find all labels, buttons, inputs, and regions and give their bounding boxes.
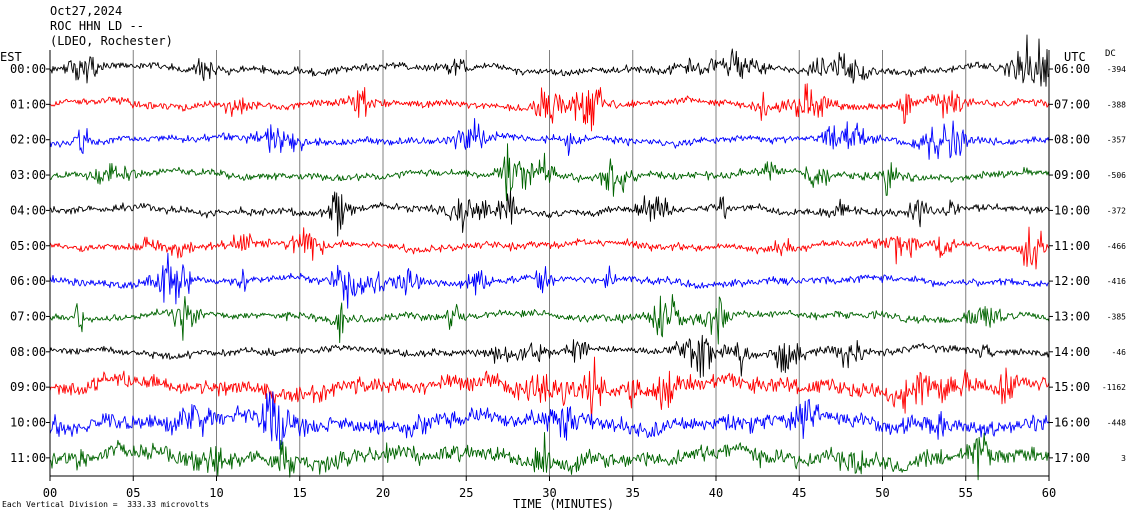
dc-labels: -394 -388 -357 -506 -372 -466 -416 -385 -46 -1162…	[1102, 65, 1126, 463]
est-label: 07:00	[10, 309, 46, 323]
trace-0800	[49, 334, 1050, 378]
dc-value: -357	[1107, 136, 1126, 145]
dc-column-title: DC	[1105, 49, 1116, 59]
utc-label: 11:00	[1054, 239, 1090, 253]
dc-value: -385	[1107, 312, 1126, 321]
trace-1100	[49, 431, 1050, 481]
est-label: 08:00	[10, 345, 46, 359]
x-tick-label: 45	[792, 486, 806, 500]
utc-label: 09:00	[1054, 168, 1090, 182]
utc-label: 12:00	[1054, 274, 1090, 288]
trace-1000	[49, 391, 1050, 450]
x-tick-labels: 00 05 10 15 20 25 30 35 40 45 50 55 60	[43, 476, 1056, 500]
est-label: 02:00	[10, 133, 46, 147]
x-tick-label: 50	[875, 486, 889, 500]
utc-label: 17:00	[1054, 451, 1090, 465]
est-labels: 00:00 01:00 02:00 03:00 04:00 05:00 06:00 07:00…	[10, 62, 50, 465]
utc-label: 14:00	[1054, 345, 1090, 359]
utc-label: 08:00	[1054, 133, 1090, 147]
x-tick-label: 60	[1042, 486, 1056, 500]
time-grid	[49, 50, 1050, 476]
scale-note: Each Vertical Division = 333.33 microvol…	[2, 500, 210, 509]
x-tick-label: 10	[209, 486, 223, 500]
trace-0100	[49, 83, 1050, 132]
utc-label: 06:00	[1054, 62, 1090, 76]
x-tick-label: 30	[542, 486, 556, 500]
dc-value: -448	[1107, 419, 1126, 428]
utc-labels: 06:00 07:00 08:00 09:00 10:00 11:00 12:00 13:00…	[1049, 62, 1090, 465]
est-label: 05:00	[10, 239, 46, 253]
utc-label: 07:00	[1054, 97, 1090, 111]
plot-date: Oct27,2024	[50, 4, 123, 18]
utc-axis-title: UTC	[1064, 50, 1086, 64]
est-label: 11:00	[10, 451, 46, 465]
est-label: 10:00	[10, 416, 46, 430]
trace-0600	[49, 252, 1049, 309]
dc-value: -388	[1107, 100, 1126, 109]
dc-value: -394	[1107, 65, 1126, 74]
dc-value: -46	[1112, 348, 1127, 357]
utc-label: 16:00	[1054, 416, 1090, 430]
x-axis-title: TIME (MINUTES)	[513, 497, 615, 511]
est-label: 09:00	[10, 380, 46, 394]
dc-value: -1162	[1102, 383, 1126, 392]
dc-value: -416	[1107, 277, 1126, 286]
x-tick-label: 55	[959, 486, 973, 500]
est-label: 01:00	[10, 97, 46, 111]
trace-0200	[49, 117, 1050, 160]
est-label: 00:00	[10, 62, 46, 76]
trace-0000	[49, 34, 1050, 87]
network-name: (LDEO, Rochester)	[50, 34, 173, 48]
trace-0700	[49, 294, 1050, 345]
trace-0400	[49, 190, 1050, 237]
dc-value: -372	[1107, 206, 1126, 215]
station-code: ROC HHN LD --	[50, 19, 144, 33]
dc-value: -506	[1107, 171, 1126, 180]
est-label: 03:00	[10, 168, 46, 182]
utc-label: 10:00	[1054, 203, 1090, 217]
est-axis-title: EST	[0, 50, 22, 64]
x-tick-label: 05	[126, 486, 140, 500]
est-label: 04:00	[10, 203, 46, 217]
est-label: 06:00	[10, 274, 46, 288]
dc-value: -466	[1107, 242, 1126, 251]
x-tick-label: 00	[43, 486, 57, 500]
x-tick-label: 35	[626, 486, 640, 500]
utc-label: 13:00	[1054, 309, 1090, 323]
utc-label: 15:00	[1054, 380, 1090, 394]
trace-0500	[49, 226, 1050, 270]
x-tick-label: 15	[293, 486, 307, 500]
trace-0300	[49, 143, 1050, 202]
x-tick-label: 40	[709, 486, 723, 500]
trace-0900	[49, 356, 1050, 421]
x-tick-label: 25	[459, 486, 473, 500]
x-tick-label: 20	[376, 486, 390, 500]
trace-group	[49, 34, 1050, 481]
dc-value: 3	[1121, 454, 1126, 463]
